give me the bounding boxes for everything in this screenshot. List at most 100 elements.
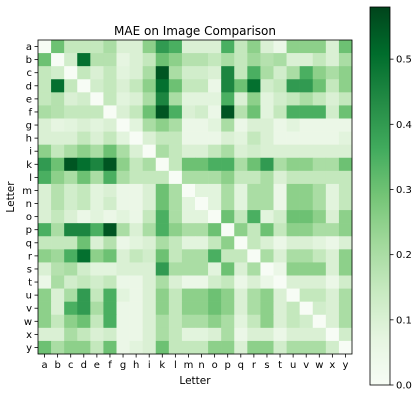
heatmap-cell — [260, 157, 274, 172]
heatmap-cell — [338, 249, 353, 263]
heatmap-cell — [64, 340, 78, 355]
heatmap-cell — [312, 236, 327, 250]
heatmap-cell — [103, 236, 117, 250]
heatmap-cell — [195, 262, 209, 276]
x-tick-label: f — [108, 360, 112, 371]
heatmap-cell — [129, 275, 143, 289]
heatmap-cell — [38, 275, 52, 289]
heatmap-cell — [103, 340, 117, 355]
heatmap-cell — [208, 301, 222, 316]
heatmap-cell — [51, 236, 65, 250]
heatmap-cell — [195, 236, 209, 250]
heatmap-cell — [221, 144, 235, 159]
heatmap-cell — [181, 288, 196, 302]
heatmap-cell — [51, 249, 65, 263]
heatmap-cell — [168, 79, 183, 93]
heatmap-cell — [273, 118, 287, 132]
heatmap-cell — [234, 327, 248, 342]
heatmap-cell — [286, 249, 300, 263]
heatmap-cell — [247, 223, 261, 237]
heatmap-cell — [208, 183, 222, 198]
x-tick-label: m — [184, 360, 194, 371]
heatmap-cell — [90, 236, 104, 250]
heatmap-cell — [286, 223, 300, 237]
y-tick-label: b — [26, 55, 32, 66]
heatmap-cell — [90, 340, 104, 355]
heatmap-cell — [221, 40, 235, 54]
heatmap-cell — [168, 131, 183, 145]
heatmap-cell — [299, 249, 314, 263]
heatmap-cell — [273, 223, 287, 237]
heatmap-cell — [142, 105, 157, 119]
heatmap-cell — [221, 249, 235, 263]
heatmap-cell — [103, 288, 117, 302]
heatmap-cell — [325, 223, 340, 237]
heatmap-cell — [116, 327, 130, 342]
heatmap-cell — [195, 340, 209, 355]
heatmap-cell — [64, 105, 78, 119]
heatmap-cell — [338, 40, 353, 54]
heatmap-cell — [38, 314, 52, 329]
heatmap-cell — [64, 327, 78, 342]
heatmap-cell — [312, 275, 327, 289]
heatmap-cell — [129, 144, 143, 159]
heatmap-cell — [90, 40, 104, 54]
y-tick-label: q — [26, 238, 32, 249]
y-tick-label: k — [26, 160, 32, 171]
heatmap-cell — [181, 40, 196, 54]
heatmap-cell — [142, 223, 157, 237]
heatmap-cell — [260, 66, 274, 80]
heatmap-cell — [155, 197, 170, 211]
y-axis-label: Letter — [5, 181, 17, 213]
heatmap-cell — [234, 66, 248, 80]
heatmap-cell — [38, 183, 52, 198]
heatmap-cell — [51, 223, 65, 237]
x-tick-label: o — [212, 360, 218, 371]
heatmap-cell — [103, 249, 117, 263]
heatmap-cell — [168, 66, 183, 80]
heatmap-cell — [325, 144, 340, 159]
heatmap-cell — [273, 288, 287, 302]
heatmap-cell — [221, 66, 235, 80]
y-tick-label: x — [26, 330, 32, 341]
heatmap-cell — [155, 157, 170, 172]
heatmap-cell — [181, 210, 196, 224]
heatmap-cell — [77, 66, 91, 80]
heatmap-cell — [129, 327, 143, 342]
y-tick-label: h — [26, 134, 32, 145]
heatmap-cell — [221, 301, 235, 316]
heatmap-cell — [221, 223, 235, 237]
y-tick-label: e — [26, 94, 32, 105]
heatmap-cell — [168, 327, 183, 342]
heatmap-cell — [155, 327, 170, 342]
heatmap-cell — [64, 66, 78, 80]
heatmap-cell — [273, 210, 287, 224]
heatmap-cell — [299, 288, 314, 302]
heatmap-cell — [38, 236, 52, 250]
heatmap-cell — [181, 157, 196, 172]
heatmap-cell — [312, 288, 327, 302]
heatmap-cell — [116, 79, 130, 93]
heatmap-cell — [77, 327, 91, 342]
heatmap-cell — [168, 157, 183, 172]
heatmap-cell — [208, 105, 222, 119]
heatmap-cell — [77, 197, 91, 211]
heatmap-cell — [299, 327, 314, 342]
heatmap-cell — [234, 210, 248, 224]
heatmap-cell — [116, 262, 130, 276]
heatmap-cell — [299, 131, 314, 145]
heatmap-cell — [64, 288, 78, 302]
heatmap-cell — [103, 66, 117, 80]
y-tick-label: s — [27, 264, 32, 275]
heatmap-cell — [64, 223, 78, 237]
heatmap-cell — [208, 210, 222, 224]
heatmap-cell — [38, 197, 52, 211]
heatmap-cell — [338, 197, 353, 211]
heatmap-cell — [155, 92, 170, 106]
heatmap-cell — [273, 66, 287, 80]
heatmap-cell — [325, 301, 340, 316]
heatmap-cell — [338, 314, 353, 329]
heatmap-cell — [77, 249, 91, 263]
heatmap-cell — [325, 157, 340, 172]
heatmap-cell — [142, 92, 157, 106]
